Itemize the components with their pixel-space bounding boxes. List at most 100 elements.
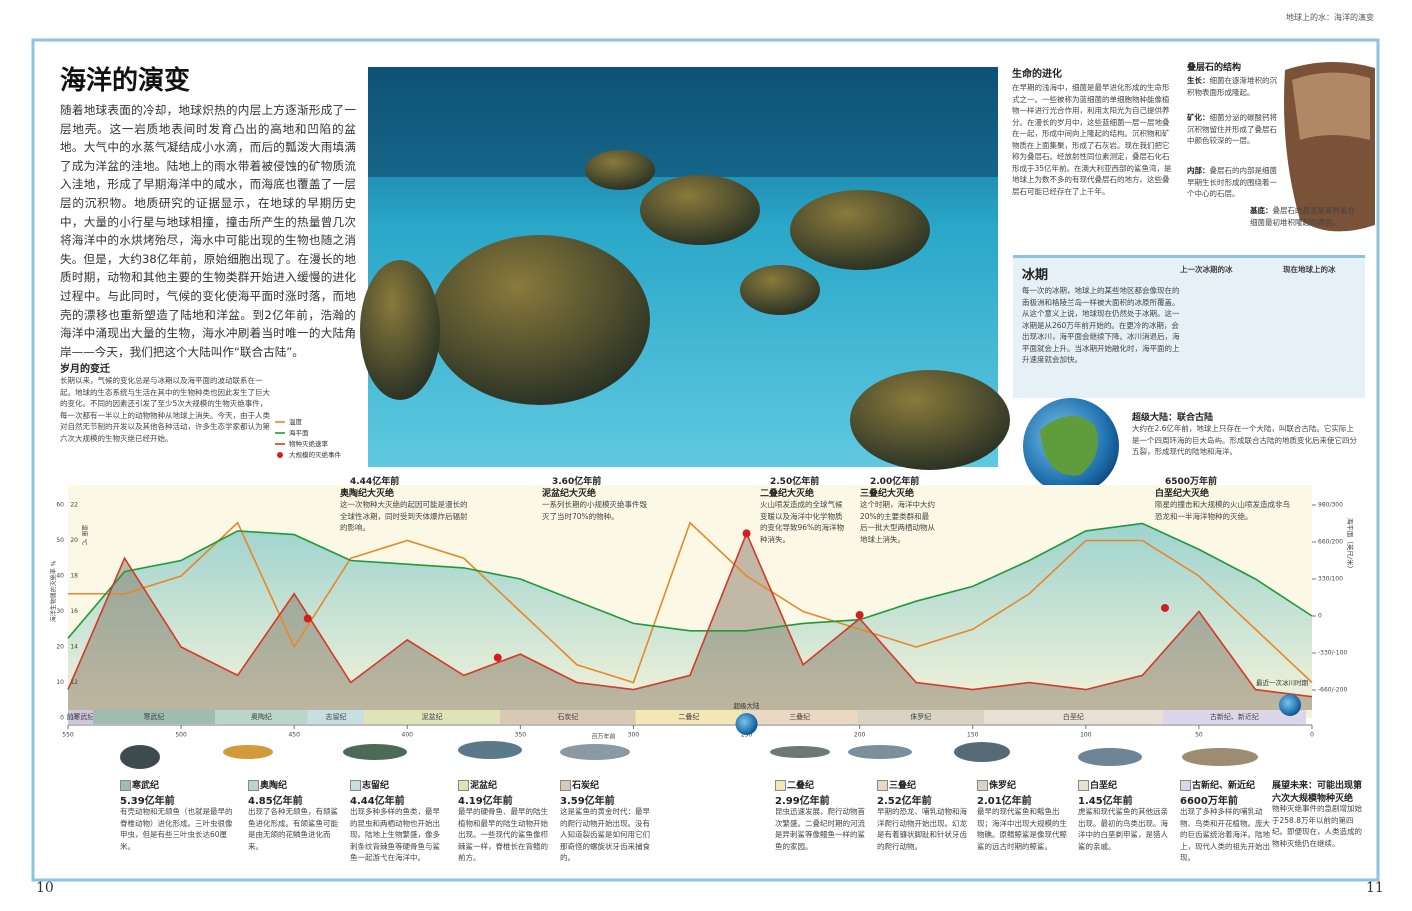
x-tick-label: 100 — [1080, 732, 1092, 739]
period-label: 古新纪、新近纪 — [1210, 712, 1259, 721]
period-swatch — [977, 780, 988, 791]
y2-tick-label: -660/-200 — [1318, 687, 1347, 694]
extinction-tick-label: 10 — [56, 679, 64, 686]
y2-tick-label: 330/100 — [1318, 576, 1343, 583]
y2-tick-label: 0 — [1318, 613, 1322, 620]
x-tick-label: 250 — [741, 732, 753, 739]
period-swatch — [120, 780, 131, 791]
y-tick-label: 12 — [70, 679, 78, 686]
evolution-title: 生命的进化 — [1012, 69, 1062, 80]
item-text: 叠层石的基底紧紧附着在细菌最初堆积隆起的表面。 — [1250, 206, 1355, 227]
annotation-globe — [735, 713, 758, 735]
frame — [31, 38, 1380, 882]
period-swatch — [350, 780, 361, 791]
event-title: 三叠纪大灭绝 — [860, 489, 915, 499]
y-tick-label: 20 — [70, 537, 78, 544]
item-label: 基底： — [1250, 206, 1273, 215]
page-title: 海洋的演变 — [60, 66, 191, 96]
annotation: 超级大陆 — [734, 701, 761, 710]
card-name: 展望未来：可能出现第六次大规模物种灭绝 — [1272, 781, 1363, 804]
intro-text: 随着地球表面的冷却，地球炽热的内层上方逐渐形成了一层地壳。这一岩质地表间时发育凸… — [60, 103, 356, 359]
item-label: 生长： — [1187, 76, 1210, 85]
x-tick-label: 450 — [288, 732, 300, 739]
period-swatch — [775, 780, 786, 791]
extinction-tick-label: 30 — [56, 608, 64, 615]
period-swatch — [877, 780, 888, 791]
y-tick-label: 22 — [70, 502, 78, 509]
series-line — [67, 522, 1313, 639]
period-band — [215, 710, 308, 724]
sea-level-area — [68, 523, 1312, 718]
extinction-event — [1160, 603, 1169, 612]
event-text: 一系列长期的小规模灭绝事件毁灭了当时70%的物种。 — [542, 500, 647, 521]
item-label: 内部： — [1187, 166, 1210, 175]
pangaea-globe — [1023, 398, 1119, 494]
globe-label: 现在地球上的冰 — [1283, 265, 1336, 274]
ice-age-box — [1013, 255, 1365, 398]
x-tick-label: 50 — [1195, 732, 1203, 739]
period-label: 泥盆纪 — [422, 712, 443, 721]
period-label: 石炭纪 — [557, 712, 578, 721]
page-number: 10 — [36, 880, 54, 896]
extinction-event — [742, 529, 751, 538]
card-text: 这是鲨鱼的黄金时代：最早的爬行动物开始出现。没有人知道裂齿鲨是如何用它们那奇怪的… — [560, 807, 650, 862]
card-age: 3.59亿年前 — [560, 796, 615, 807]
extinction-tick-label: 50 — [56, 537, 64, 544]
ice-age-text: 每一次的冰期，地球上的某些地区都会像现在的南极洲和格陵兰岛一样被大面积的冰原所覆… — [1022, 286, 1180, 364]
fish-illustrations — [120, 741, 1258, 769]
event-date: 6500万年前 — [1165, 477, 1218, 487]
event-title: 奥陶纪大灭绝 — [340, 489, 395, 499]
legend-label: 物种灭绝速率 — [289, 439, 329, 448]
extinction-event — [855, 611, 864, 620]
period-swatch — [1180, 780, 1191, 791]
stromatolite-item: 基底：叠层石的基底紧紧附着在细菌最初堆积隆起的表面。 — [1250, 205, 1360, 228]
card-age: 2.52亿年前 — [877, 796, 932, 807]
changes-text: 长期以来，气候的变化总是与冰期以及海平面的波动联系在一起。地球的生态系统与生活在… — [60, 376, 270, 443]
extinction-tick-label: 40 — [56, 573, 64, 580]
period-band — [500, 710, 636, 724]
x-tick-label: 200 — [854, 732, 866, 739]
card-age: 4.44亿年前 — [350, 796, 405, 807]
period-band — [364, 710, 501, 724]
event-date: 4.44亿年前 — [350, 477, 400, 487]
globe-label: 上一次冰期的冰 — [1180, 265, 1233, 274]
card-name: 寒武纪 — [132, 781, 160, 791]
period-band — [635, 710, 743, 724]
card-name: 古新纪、新近纪 — [1192, 781, 1256, 791]
extinction-tick-label: 0 — [60, 715, 64, 722]
page-number: 11 — [1366, 880, 1384, 896]
evolution-text: 在早期的浅海中，细菌是最早进化形成的生命形式之一。一些被称为蓝细菌的单细胞物种能… — [1012, 83, 1172, 196]
card-age: 1.45亿年前 — [1078, 796, 1133, 807]
card-name: 侏罗纪 — [989, 781, 1017, 791]
card-text: 早期的恐龙、哺乳动物和海洋爬行动物开始出现。幻龙是有着镰状脚趾和针状牙齿的爬行动… — [877, 807, 967, 851]
item-text: 细菌在逐渐堆积的沉积物表面形成隆起。 — [1187, 76, 1277, 97]
annotation: 最近一次冰川时期 — [1256, 678, 1309, 687]
x-tick-label: 500 — [175, 732, 187, 739]
stromatolite-item: 矿化：细菌分泌的碳酸钙将沉积物留住并形成了叠层石中颜色较深的一层。 — [1187, 112, 1280, 147]
extinction-tick-label: 60 — [56, 502, 64, 509]
event-text: 陨星的撞击和大规模的火山喷发造成非鸟恐龙和一半海洋物种的灭绝。 — [1155, 500, 1290, 521]
chart: 前寒武纪 寒武纪 奥陶纪 志留纪 泥盆纪 石炭纪 二叠纪 三叠纪 侏罗纪 白垩纪 古新纪、新近纪 55… — [50, 417, 1356, 741]
card-name: 泥盆纪 — [470, 781, 498, 791]
period-label: 志留纪 — [326, 712, 347, 721]
x-axis-title: 百万年前 — [591, 733, 615, 741]
event-title: 泥盆纪大灭绝 — [542, 489, 597, 499]
period-label: 二叠纪 — [678, 712, 699, 721]
event-text: 火山喷发造成的全球气候变暖以及海洋中化学物质的变化导致96%的海洋物种消失。 — [760, 500, 845, 544]
card-name: 石炭纪 — [572, 781, 600, 791]
period-label: 白垩纪 — [1063, 712, 1084, 721]
period-band — [92, 710, 216, 724]
card-text: 出现了多种多样的哺乳动物、鸟类和开花植物。庞大的巨齿鲨统治着海洋。陆地上，现代人… — [1180, 807, 1270, 862]
stromatolite-item: 内部：叠层石的内部是细菌早期生长时形成的围绕着一个中心的石层。 — [1187, 165, 1280, 200]
period-swatch — [248, 780, 259, 791]
item-label: 矿化： — [1187, 113, 1210, 122]
period-band — [742, 710, 858, 724]
extinction-event — [493, 653, 502, 662]
event-title: 二叠纪大灭绝 — [760, 489, 815, 499]
card-name: 二叠纪 — [787, 781, 815, 791]
y-tick-label: 10 — [70, 715, 78, 722]
extinction-area — [68, 533, 1312, 710]
period-label: 侏罗纪 — [910, 712, 931, 721]
period-band — [1162, 710, 1307, 724]
